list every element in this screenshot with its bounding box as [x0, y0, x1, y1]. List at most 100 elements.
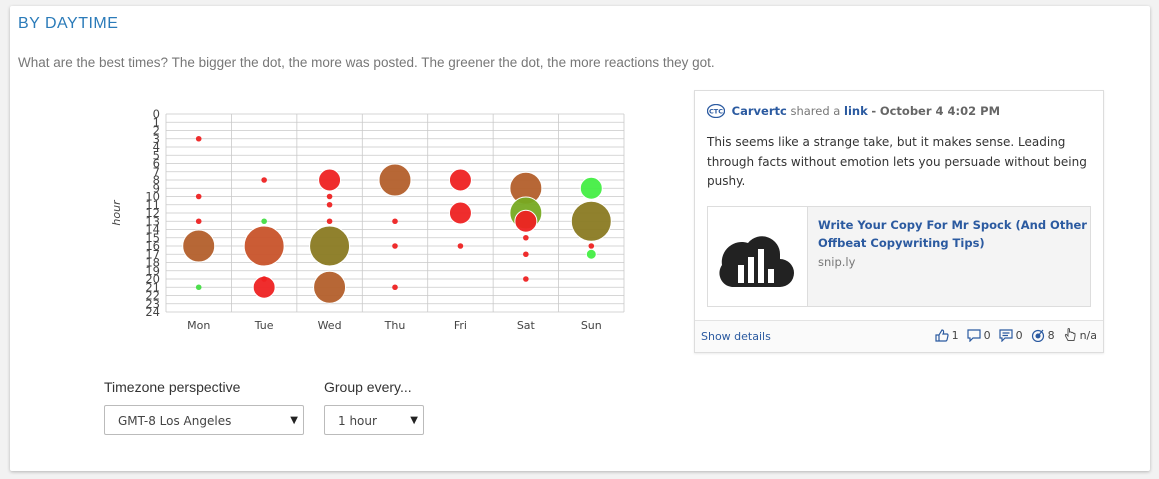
y-tick-label: 6: [153, 157, 160, 171]
post-text: This seems like a strange take, but it m…: [707, 135, 1087, 188]
data-point: [195, 135, 202, 142]
data-point: [326, 201, 333, 208]
y-tick-label: 14: [145, 223, 160, 237]
data-point: [195, 218, 202, 225]
post-stats: 1 0 0: [927, 328, 1097, 342]
section-title: BY DAYTIME: [18, 15, 119, 32]
y-tick-label: 4: [153, 140, 160, 154]
data-point: [309, 225, 351, 267]
data-point: [261, 218, 267, 225]
clicks-count: n/a: [1079, 328, 1097, 342]
y-tick-label: 15: [145, 231, 160, 245]
link-preview[interactable]: Write Your Copy For Mr Spock (And Other …: [707, 206, 1091, 307]
y-tick-label: 16: [145, 239, 160, 253]
post-author-link[interactable]: Carvertc: [731, 104, 787, 118]
data-point: [392, 243, 398, 249]
x-tick-label: Tue: [254, 319, 274, 332]
y-tick-label: 21: [145, 280, 160, 294]
x-tick-label: Sat: [517, 319, 536, 332]
data-point: [261, 276, 267, 282]
target-icon: [1031, 329, 1044, 342]
pointer-hand-icon: [1064, 328, 1076, 341]
data-point: [523, 276, 529, 282]
post-footer: Show details 1 0: [695, 320, 1103, 352]
data-point: [514, 209, 538, 233]
y-tick-label: 5: [153, 148, 160, 162]
shares-stat: 0: [998, 328, 1023, 342]
comments-stat: 0: [966, 328, 991, 342]
link-title[interactable]: Write Your Copy For Mr Spock (And Other …: [818, 218, 1087, 250]
data-point: [588, 243, 595, 249]
section-subtitle: What are the best times? The bigger the …: [18, 55, 715, 70]
y-tick-label: 17: [145, 247, 160, 261]
link-thumbnail: [708, 207, 808, 306]
data-point: [457, 243, 464, 249]
svg-text:CTC: CTC: [709, 108, 723, 116]
shared-text: shared a: [790, 104, 841, 118]
x-tick-label: Sun: [581, 319, 602, 332]
y-tick-label: 7: [153, 165, 160, 179]
y-tick-label: 13: [145, 214, 160, 228]
likes-count: 1: [951, 328, 959, 342]
y-tick-label: 18: [145, 256, 160, 270]
y-tick-label: 0: [153, 107, 160, 121]
thumbs-up-icon: [934, 328, 949, 342]
data-point: [523, 251, 529, 258]
timezone-value: GMT-8 Los Angeles: [118, 414, 232, 428]
data-point: [313, 270, 347, 304]
y-tick-label: 11: [145, 198, 160, 212]
x-tick-label: Thu: [384, 319, 406, 332]
comment-icon: [966, 328, 981, 342]
data-point: [585, 248, 597, 260]
timezone-select[interactable]: GMT-8 Los Angeles ▼: [104, 405, 304, 435]
data-point: [326, 193, 333, 200]
y-tick-label: 23: [145, 297, 160, 311]
share-icon: [998, 328, 1013, 342]
data-point: [318, 168, 342, 192]
data-point: [195, 193, 202, 200]
post-header: CTC Carvertc shared a link - October 4 4…: [707, 104, 1000, 118]
group-select[interactable]: 1 hour ▼: [324, 405, 424, 435]
x-tick-label: Wed: [318, 319, 342, 332]
show-details-link[interactable]: Show details: [701, 330, 771, 343]
timezone-label: Timezone perspective: [104, 379, 241, 395]
y-tick-label: 12: [145, 206, 160, 220]
data-point: [523, 234, 529, 241]
y-tick-label: 19: [145, 264, 160, 278]
y-tick-label: 22: [145, 289, 160, 303]
y-tick-label: 20: [145, 272, 160, 286]
group-value: 1 hour: [338, 414, 377, 428]
y-tick-label: 10: [145, 190, 160, 204]
y-tick-label: 1: [153, 115, 160, 129]
y-axis-label: hour: [110, 199, 123, 226]
data-point: [378, 163, 412, 197]
post-separator: -: [871, 104, 877, 118]
y-tick-label: 3: [153, 132, 160, 146]
y-tick-label: 8: [153, 173, 160, 187]
clicks-stat: n/a: [1063, 328, 1097, 342]
data-point: [392, 218, 398, 225]
link-domain: snip.ly: [818, 255, 856, 269]
likes-stat: 1: [934, 328, 959, 342]
y-tick-label: 2: [153, 124, 160, 138]
post-card: CTC Carvertc shared a link - October 4 4…: [694, 90, 1104, 353]
data-point: [448, 168, 472, 192]
data-point: [570, 200, 612, 242]
data-point: [392, 284, 398, 291]
post-time[interactable]: October 4 4:02 PM: [879, 104, 1001, 118]
data-point: [182, 229, 216, 263]
data-point: [448, 201, 472, 225]
snip-logo-icon: [719, 236, 794, 287]
data-point: [326, 218, 333, 225]
x-tick-label: Fri: [454, 319, 467, 332]
post-link-word[interactable]: link: [844, 104, 868, 118]
dropdown-arrow-icon: ▼: [290, 415, 298, 426]
shares-count: 0: [1015, 328, 1023, 342]
dropdown-arrow-icon: ▼: [410, 415, 418, 426]
comments-count: 0: [983, 328, 991, 342]
group-label: Group every...: [324, 379, 412, 395]
y-tick-label: 24: [145, 305, 160, 319]
x-tick-label: Mon: [187, 319, 210, 332]
y-tick-label: 9: [153, 181, 160, 195]
reach-count: 8: [1047, 328, 1055, 342]
